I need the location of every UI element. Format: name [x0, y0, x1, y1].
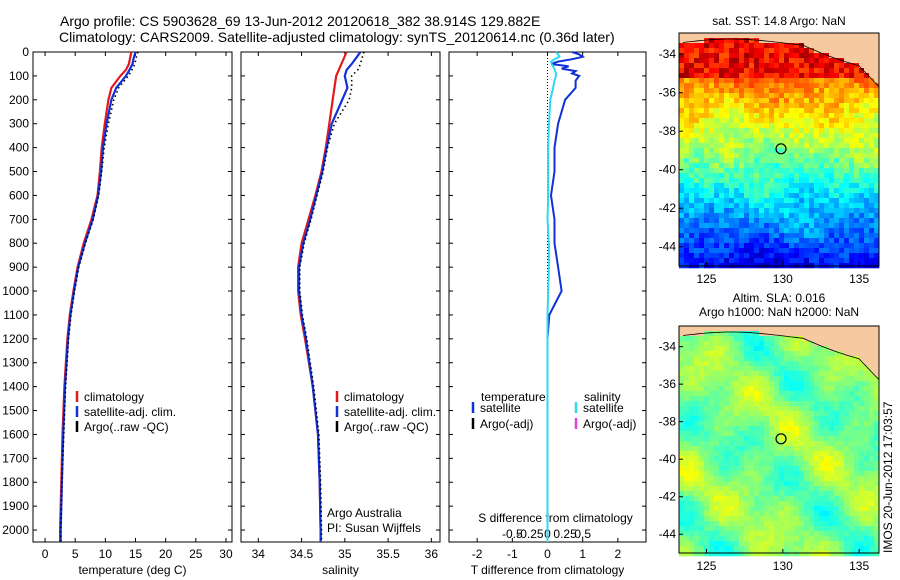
- x-tick-label: 34.5: [290, 547, 314, 561]
- y-tick-label: 100: [9, 69, 29, 83]
- y-tick-label: 1700: [2, 451, 29, 465]
- map-y-tick-label: -36: [659, 377, 677, 391]
- legend-label-satellite: satellite: [480, 401, 521, 415]
- s-tick-label: 0.25: [553, 527, 577, 541]
- map-y-tick-label: -42: [659, 201, 677, 215]
- map-y-tick-label: -38: [659, 415, 677, 429]
- x-tick-label: 30: [219, 547, 233, 561]
- y-tick-label: 1500: [2, 404, 29, 418]
- y-tick-label: 1200: [2, 332, 29, 346]
- y-tick-label: 1600: [2, 427, 29, 441]
- x-tick-label: 35: [338, 547, 352, 561]
- map-y-tick-label: -42: [659, 490, 677, 504]
- y-tick-label: 1100: [3, 308, 29, 322]
- y-tick-label: 200: [9, 93, 29, 107]
- map-title-sla: Altim. SLA: 0.016: [733, 291, 826, 305]
- x-axis-label: temperature (deg C): [78, 563, 186, 577]
- map-y-tick-label: -44: [659, 240, 677, 254]
- series-satellite-line: [297, 51, 362, 542]
- series-argo-line: [59, 51, 139, 542]
- map-title-sst: sat. SST: 14.8 Argo: NaN: [712, 14, 845, 28]
- legend-label-satellite_s: satellite: [583, 401, 624, 415]
- x-tick-label: 10: [99, 547, 113, 561]
- map-sla_map: [679, 326, 880, 557]
- series-argo-line: [298, 51, 365, 542]
- y-tick-label: 800: [9, 236, 29, 250]
- s-tick-label: -0.25: [516, 527, 544, 541]
- x-tick-label: 2: [615, 547, 622, 561]
- legend-label-climatology: climatology: [84, 390, 144, 404]
- y-tick-label: 500: [9, 165, 29, 179]
- coastline: [682, 331, 880, 380]
- y-tick-label: 1800: [2, 475, 29, 489]
- s-tick-label: 0.5: [574, 527, 591, 541]
- header-line-1: Argo profile: CS 5903628_69 13-Jun-2012 …: [60, 13, 541, 29]
- panel-frame-salinity: [240, 51, 441, 543]
- x-tick-label: 0: [544, 547, 551, 561]
- x-axis-label: T difference from climatology: [471, 563, 625, 577]
- panel-frame-temperature: [32, 51, 233, 543]
- argo-location-marker: [775, 433, 787, 445]
- map-subtitle-sla: Argo h1000: NaN h2000: NaN: [699, 305, 859, 319]
- map-x-tick-label: 125: [696, 272, 716, 286]
- y-tick-label: 1000: [2, 284, 29, 298]
- y-tick-label: 400: [9, 141, 29, 155]
- map-y-tick-label: -38: [659, 124, 677, 138]
- map-y-tick-label: -40: [659, 163, 677, 177]
- map-y-tick-label: -34: [659, 340, 677, 354]
- credit-line-1: Argo Australia: [327, 506, 402, 520]
- x-tick-label: 35.5: [376, 547, 400, 561]
- map-frame-sla_map: [678, 325, 880, 554]
- map-y-tick-label: -34: [659, 47, 677, 61]
- map-x-tick-label: 130: [773, 559, 793, 573]
- map-sst_map: [679, 33, 880, 269]
- argo-location-marker: [775, 143, 787, 155]
- y-tick-label: 2000: [2, 523, 29, 537]
- x-tick-label: 20: [159, 547, 173, 561]
- legend-label-climatology: climatology: [344, 390, 404, 404]
- y-tick-label: 0: [22, 45, 29, 59]
- x-tick-label: 36: [425, 547, 439, 561]
- s-axis-label: S difference from climatology: [478, 511, 633, 525]
- map-y-tick-label: -44: [659, 527, 677, 541]
- legend-label-argo: Argo(..raw -QC): [344, 420, 429, 434]
- x-tick-label: -1: [507, 547, 518, 561]
- credit-line-2: PI: Susan Wijffels: [327, 521, 421, 535]
- y-tick-label: 300: [9, 117, 29, 131]
- x-tick-label: 5: [72, 547, 79, 561]
- y-tick-label: 1900: [2, 499, 29, 513]
- x-tick-label: -2: [472, 547, 483, 561]
- x-axis-label: salinity: [322, 563, 359, 577]
- legend-label-argo: Argo(-adj): [480, 417, 533, 431]
- map-y-tick-label: -36: [659, 86, 677, 100]
- legend-title-temperature: temperature: [481, 390, 546, 404]
- y-tick-label: 600: [9, 188, 29, 202]
- y-tick-label: 1300: [2, 356, 29, 370]
- header-line-2: Climatology: CARS2009. Satellite-adjuste…: [59, 29, 615, 45]
- y-tick-label: 700: [9, 212, 29, 226]
- map-x-tick-label: 125: [696, 559, 716, 573]
- s-tick-label: -0.5: [502, 527, 523, 541]
- legend-title-salinity: salinity: [584, 390, 621, 404]
- x-tick-label: 25: [189, 547, 203, 561]
- x-tick-label: 0: [42, 547, 49, 561]
- legend-label-satellite: satellite-adj. clim.: [344, 405, 436, 419]
- legend-label-argo_s: Argo(-adj): [583, 417, 636, 431]
- series-satellite_s-line: [546, 51, 561, 542]
- imos-timestamp: IMOS 20-Jun-2012 17:03:57: [881, 401, 895, 553]
- map-x-tick-label: 135: [849, 559, 869, 573]
- map-x-tick-label: 130: [773, 272, 793, 286]
- map-x-tick-label: 135: [849, 272, 869, 286]
- x-tick-label: 1: [579, 547, 586, 561]
- legend-label-satellite: satellite-adj. clim.: [84, 405, 176, 419]
- coastline: [682, 38, 880, 87]
- legend-label-argo: Argo(..raw -QC): [84, 420, 169, 434]
- y-tick-label: 1400: [2, 380, 29, 394]
- map-frame-sst_map: [678, 32, 880, 267]
- x-tick-label: 34: [252, 547, 266, 561]
- map-y-tick-label: -40: [659, 452, 677, 466]
- x-tick-label: 15: [129, 547, 143, 561]
- y-tick-label: 900: [9, 260, 29, 274]
